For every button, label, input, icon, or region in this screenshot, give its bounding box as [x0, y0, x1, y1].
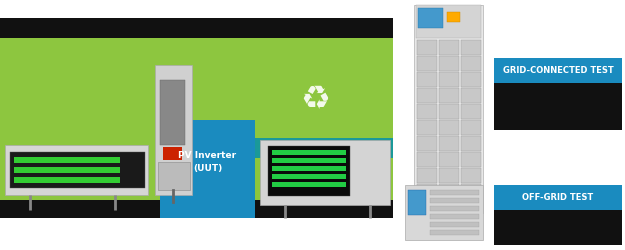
Bar: [414, 5, 483, 213]
Bar: [439, 104, 459, 119]
Bar: [0, 18, 393, 218]
Bar: [439, 120, 459, 135]
Bar: [447, 12, 460, 22]
Bar: [408, 190, 426, 215]
Bar: [417, 56, 437, 71]
Bar: [417, 184, 437, 199]
Bar: [155, 65, 192, 195]
Bar: [430, 190, 479, 195]
Bar: [430, 206, 479, 211]
Bar: [5, 145, 148, 195]
Bar: [430, 214, 479, 219]
Bar: [461, 40, 481, 55]
Bar: [461, 168, 481, 183]
Bar: [494, 185, 622, 210]
Bar: [0, 200, 393, 218]
Text: PV Inverter
(UUT): PV Inverter (UUT): [179, 151, 236, 173]
Text: GRID-CONNECTED TEST: GRID-CONNECTED TEST: [503, 66, 613, 75]
Bar: [439, 152, 459, 167]
Bar: [439, 40, 459, 55]
Bar: [260, 140, 390, 205]
Bar: [461, 152, 481, 167]
Bar: [461, 104, 481, 119]
Text: OFF-GRID TEST: OFF-GRID TEST: [522, 193, 594, 202]
Bar: [461, 120, 481, 135]
Bar: [430, 222, 479, 227]
Bar: [439, 136, 459, 151]
Bar: [10, 152, 145, 188]
Text: ♻: ♻: [300, 84, 330, 116]
Bar: [14, 177, 120, 183]
Bar: [272, 166, 346, 171]
Bar: [461, 184, 481, 199]
Bar: [417, 168, 437, 183]
Bar: [430, 198, 479, 203]
Bar: [14, 167, 120, 173]
Bar: [461, 56, 481, 71]
Bar: [439, 184, 459, 199]
Bar: [417, 104, 437, 119]
Bar: [158, 162, 190, 190]
Bar: [160, 80, 185, 145]
Bar: [163, 147, 182, 160]
Bar: [417, 88, 437, 103]
Bar: [417, 72, 437, 87]
Bar: [417, 40, 437, 55]
Bar: [272, 150, 346, 155]
Bar: [160, 138, 393, 158]
Bar: [461, 136, 481, 151]
Bar: [439, 72, 459, 87]
Bar: [272, 158, 346, 163]
Bar: [494, 210, 622, 245]
Bar: [268, 146, 350, 196]
Bar: [439, 56, 459, 71]
Circle shape: [459, 218, 471, 230]
Bar: [494, 58, 622, 83]
Bar: [272, 182, 346, 187]
Bar: [430, 230, 479, 235]
Bar: [494, 83, 622, 130]
Bar: [417, 136, 437, 151]
Bar: [461, 72, 481, 87]
Bar: [417, 152, 437, 167]
Bar: [439, 88, 459, 103]
Bar: [416, 5, 481, 38]
Bar: [0, 18, 393, 38]
Bar: [418, 8, 443, 28]
Bar: [160, 120, 255, 218]
Bar: [461, 88, 481, 103]
Bar: [272, 174, 346, 179]
Bar: [417, 120, 437, 135]
Bar: [14, 157, 120, 163]
Bar: [439, 168, 459, 183]
Bar: [405, 185, 483, 240]
Circle shape: [424, 218, 436, 230]
